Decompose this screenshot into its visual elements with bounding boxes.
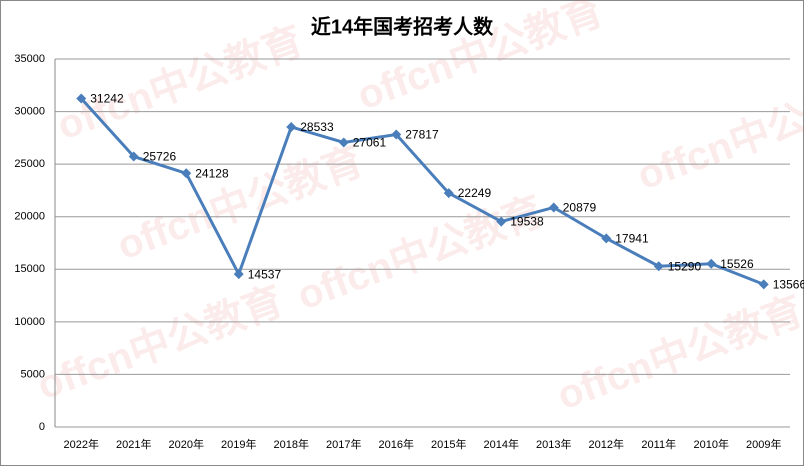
value-label: 24128 bbox=[195, 166, 229, 180]
value-label: 27061 bbox=[353, 136, 387, 150]
x-tick-label: 2021年 bbox=[116, 437, 151, 451]
x-tick-label: 2014年 bbox=[484, 437, 519, 451]
series-line bbox=[80, 97, 765, 286]
y-tick-label: 30000 bbox=[14, 105, 45, 117]
point bbox=[496, 216, 507, 227]
point bbox=[286, 121, 297, 132]
y-tick-label: 25000 bbox=[14, 158, 45, 170]
point bbox=[706, 258, 717, 269]
x-tick-label: 2010年 bbox=[694, 437, 729, 451]
point bbox=[128, 151, 139, 162]
y-tick-label: 15000 bbox=[14, 263, 45, 275]
value-label: 28533 bbox=[300, 120, 334, 134]
point bbox=[338, 137, 349, 148]
point bbox=[601, 233, 612, 244]
value-label: 17941 bbox=[615, 232, 649, 246]
x-tick-label: 2011年 bbox=[641, 437, 676, 451]
point bbox=[233, 269, 244, 280]
point bbox=[76, 93, 87, 104]
value-label: 19538 bbox=[510, 215, 544, 229]
x-tick-label: 2012年 bbox=[589, 437, 624, 451]
value-label: 14537 bbox=[248, 267, 282, 281]
value-label: 27817 bbox=[405, 128, 439, 142]
value-label: 15290 bbox=[668, 259, 702, 273]
y-tick-label: 10000 bbox=[14, 316, 45, 328]
x-tick-label: 2022年 bbox=[64, 437, 99, 451]
x-tick-label: 2019年 bbox=[221, 437, 256, 451]
x-tick-label: 2009年 bbox=[746, 437, 781, 451]
point bbox=[758, 279, 769, 290]
x-tick-label: 2017年 bbox=[326, 437, 361, 451]
y-tick-label: 20000 bbox=[14, 211, 45, 223]
value-label: 20879 bbox=[563, 201, 597, 215]
y-tick-label: 0 bbox=[39, 421, 45, 433]
point bbox=[443, 188, 454, 199]
x-tick-label: 2015年 bbox=[431, 437, 466, 451]
point bbox=[391, 129, 402, 140]
x-tick-label: 2016年 bbox=[379, 437, 414, 451]
value-label: 22249 bbox=[458, 186, 492, 200]
y-tick-label: 35000 bbox=[14, 53, 45, 65]
value-label: 31242 bbox=[90, 92, 124, 106]
y-tick-label: 5000 bbox=[21, 368, 45, 380]
point bbox=[181, 168, 192, 179]
x-tick-label: 2020年 bbox=[169, 437, 204, 451]
value-label: 13566 bbox=[773, 278, 804, 292]
point bbox=[653, 261, 664, 272]
value-label: 25726 bbox=[143, 150, 177, 164]
x-tick-label: 2018年 bbox=[274, 437, 309, 451]
value-label: 15526 bbox=[720, 257, 754, 271]
point bbox=[548, 202, 559, 213]
chart-title: 近14年国考招考人数 bbox=[311, 14, 494, 38]
x-tick-label: 2013年 bbox=[536, 437, 571, 451]
